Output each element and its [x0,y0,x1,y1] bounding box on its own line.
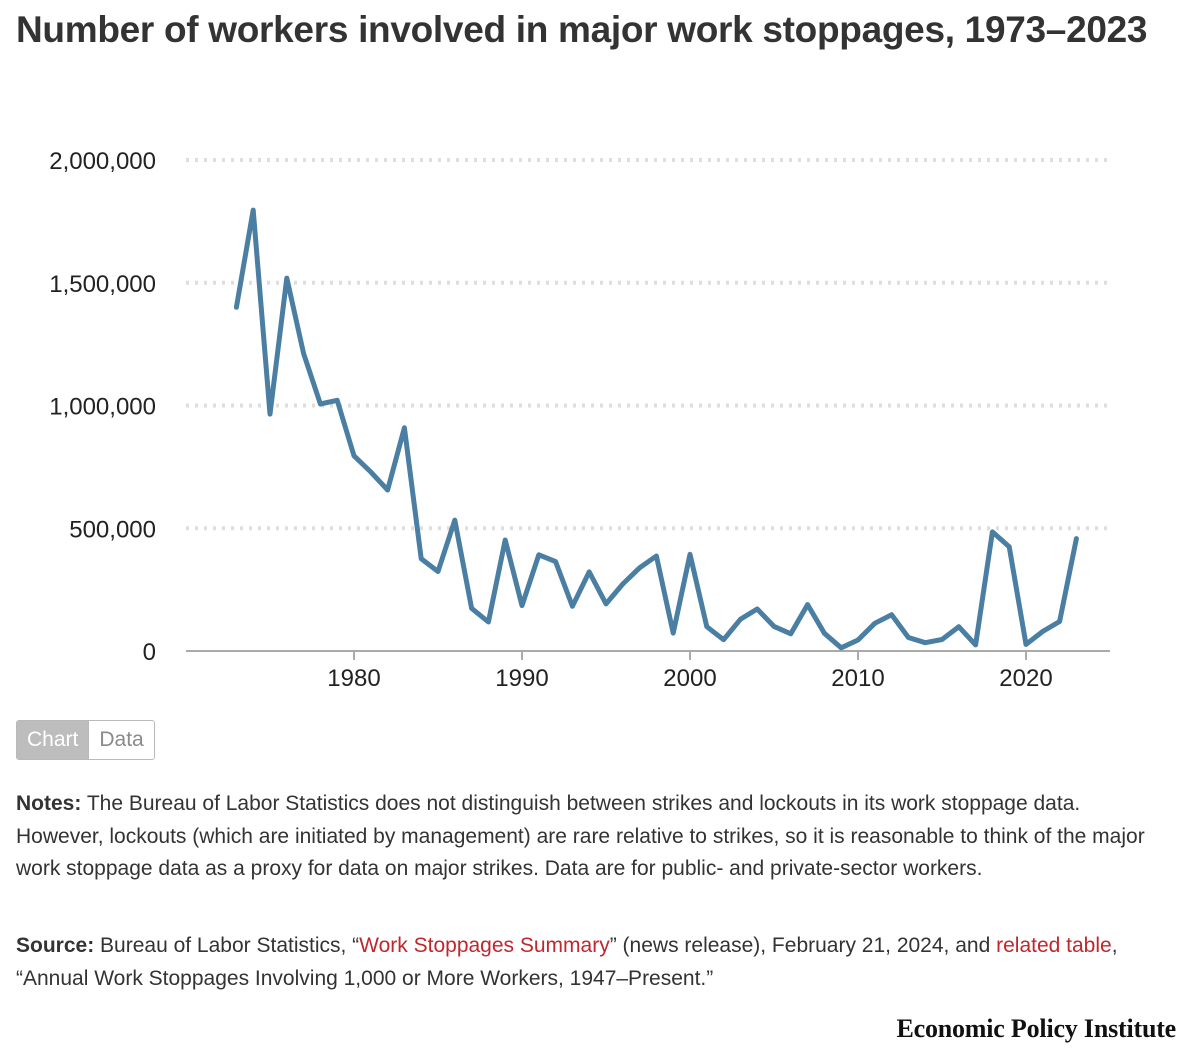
work-stoppages-summary-link[interactable]: Work Stoppages Summary [359,934,610,957]
data-point [991,530,994,533]
data-point [873,622,876,625]
data-point [789,632,792,635]
source-text-2: ” (news release), February 21, 2024, and [609,934,991,957]
data-toggle-button[interactable]: Data [88,721,154,759]
chart-data-toggle[interactable]: Chart Data [16,720,155,760]
data-point [672,632,675,635]
data-point [588,570,591,573]
data-point [605,602,608,605]
line-chart: 0 500,000 1,000,000 1,500,000 2,000,000 1980… [49,148,1110,692]
source: Source: Bureau of Labor Statistics, “Wor… [16,930,1166,995]
data-point [773,625,776,628]
data-point [655,554,658,557]
data-point [1025,643,1028,646]
data-point [1041,630,1044,633]
data-series [233,207,1079,651]
data-point [470,607,473,610]
series-line [233,207,1079,651]
gridlines [186,158,1110,531]
data-point [521,604,524,607]
brand-logo: Economic Policy Institute [896,1014,1176,1043]
data-point [957,625,960,628]
data-point [386,488,389,491]
data-point [554,560,557,563]
data-point [285,277,288,280]
data-point [621,582,624,585]
data-point [420,557,423,560]
data-point [689,553,692,556]
data-point [336,399,339,402]
notes-text: The Bureau of Labor Statistics does not … [16,792,1145,880]
y-tick-label: 1,500,000 [49,271,156,298]
data-point [907,636,910,639]
y-tick-label: 2,000,000 [49,148,156,175]
data-point [453,519,456,522]
data-point [941,638,944,641]
data-point [1075,537,1078,540]
data-point [823,632,826,635]
data-point [1008,545,1011,548]
data-point [504,539,507,542]
data-point [974,643,977,646]
source-label: Source: [16,934,95,957]
chart-toggle-button[interactable]: Chart [17,721,89,759]
x-tick-label: 1990 [495,665,548,692]
data-point [890,613,893,616]
y-axis-labels: 0 500,000 1,000,000 1,500,000 2,000,000 [49,148,156,666]
x-tick-label: 2020 [999,665,1052,692]
source-text-1: Bureau of Labor Statistics, “ [100,934,360,957]
data-point [638,566,641,569]
data-point [722,638,725,641]
data-point [487,621,490,624]
data-point [437,570,440,573]
data-point [924,641,927,644]
notes-label: Notes: [16,792,82,815]
data-point [571,605,574,608]
y-tick-label: 1,000,000 [49,394,156,421]
y-tick-label: 500,000 [69,516,156,543]
x-axis: 1980 1990 2000 2010 2020 [186,650,1110,692]
data-point [302,352,305,355]
data-point [403,426,406,429]
data-point [235,306,238,309]
source-text-3: , “Annual Work Stoppages Involving 1,000… [16,934,1118,990]
data-point [319,403,322,406]
data-point [756,608,759,611]
data-point [537,553,540,556]
x-tick-label: 2000 [663,665,716,692]
x-tick-label: 2010 [831,665,884,692]
data-point [353,454,356,457]
data-point [806,603,809,606]
data-point [840,646,843,649]
related-table-link[interactable]: related table [996,934,1112,957]
data-point [369,471,372,474]
data-point [1058,620,1061,623]
notes: Notes: The Bureau of Labor Statistics do… [16,788,1166,886]
x-tick-label: 1980 [327,665,380,692]
chart-title: Number of workers involved in major work… [16,9,1148,50]
data-point [252,209,255,212]
data-point [269,413,272,416]
y-tick-label: 0 [143,639,156,666]
data-point [857,638,860,641]
data-point [739,618,742,621]
data-point [705,625,708,628]
